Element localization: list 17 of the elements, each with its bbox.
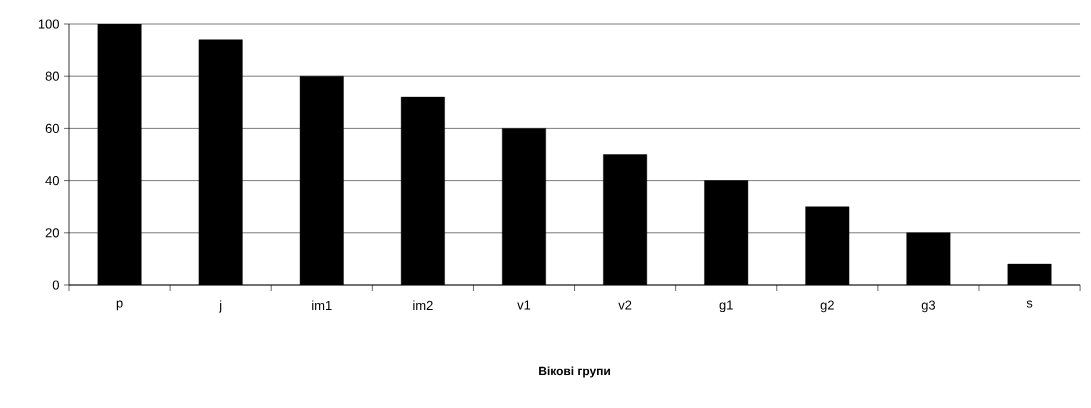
- x-axis-title: Вікові групи: [539, 366, 610, 378]
- y-tick-label: 0: [52, 280, 59, 290]
- x-tick-label: g1: [719, 300, 733, 313]
- x-tick-label: p: [116, 300, 123, 311]
- x-tick-label: im2: [413, 300, 433, 310]
- x-tick-label: im1: [312, 300, 332, 310]
- x-tick-label: v1: [517, 300, 531, 310]
- x-tick-label: g2: [820, 300, 834, 313]
- y-tick-label: 60: [45, 123, 59, 133]
- y-tick-label: 100: [38, 19, 59, 29]
- x-tick-label: g3: [921, 300, 936, 313]
- x-tick-label: v2: [618, 300, 632, 310]
- y-tick-label: 40: [45, 176, 59, 186]
- y-tick-label: 80: [45, 71, 59, 81]
- x-tick-label: j: [218, 300, 222, 313]
- x-tick-label: s: [1026, 300, 1033, 308]
- y-tick-label: 20: [45, 228, 59, 238]
